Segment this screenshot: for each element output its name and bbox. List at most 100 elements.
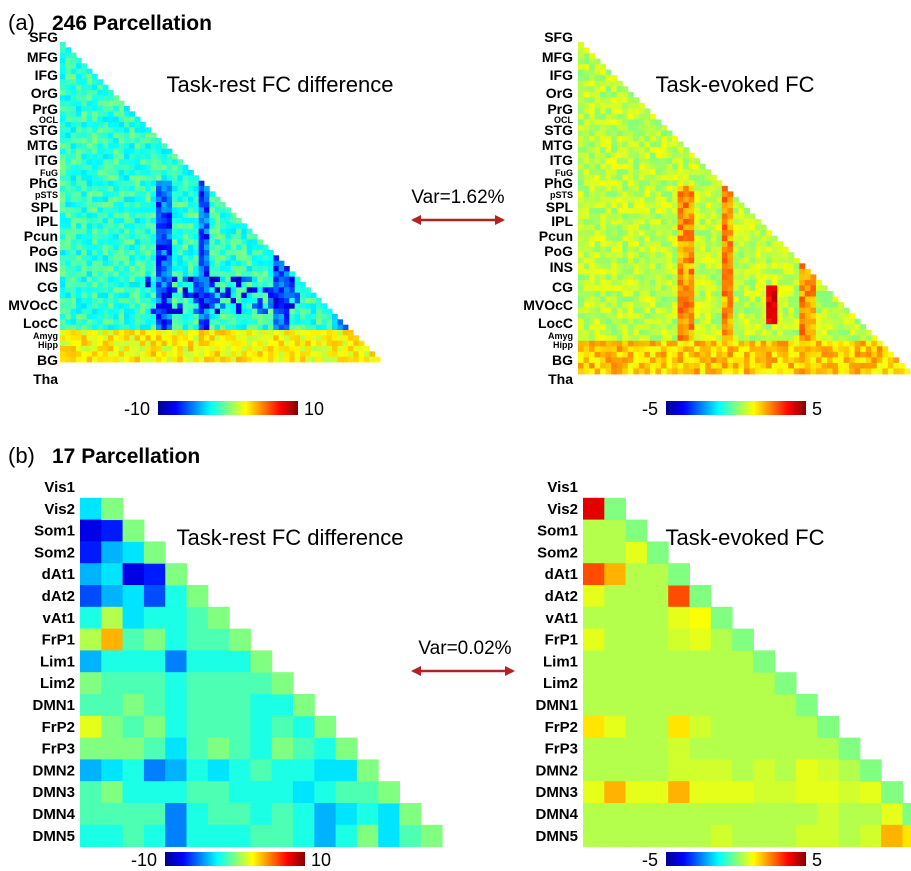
heatmap-cell (225, 351, 232, 358)
heatmap-cell (661, 158, 667, 165)
heatmap-cell (262, 340, 269, 347)
heatmap-cell (188, 180, 194, 187)
heatmap-cell (214, 207, 221, 214)
heatmap-cell (611, 86, 618, 93)
heatmap-cell (177, 228, 184, 235)
heatmap-cell (904, 368, 911, 375)
heatmap-cell (271, 759, 294, 782)
heatmap-cell (177, 260, 184, 267)
heatmap-cell (827, 362, 833, 369)
heatmap-cell (633, 235, 640, 242)
heatmap-cell (666, 318, 673, 325)
heatmap-cell (182, 202, 189, 208)
heatmap-cell (166, 335, 173, 342)
heatmap-cell (578, 324, 584, 331)
heatmap-cell (113, 180, 120, 187)
heatmap-cell (732, 279, 739, 286)
heatmap-cell (649, 125, 656, 131)
heatmap-cell (644, 318, 651, 325)
heatmap-cell (774, 824, 797, 848)
heatmap-cell (583, 563, 605, 586)
heatmap-cell (589, 202, 595, 209)
heatmap-cell (710, 302, 717, 308)
heatmap-cell (204, 351, 210, 358)
heatmap-cell (156, 138, 162, 144)
heatmap-cell (310, 319, 317, 326)
heatmap-cell (246, 255, 253, 262)
heatmap-cell (97, 271, 104, 278)
heatmap-cell (627, 174, 634, 181)
heatmap-cell-diagonal (271, 672, 294, 695)
heatmap-cell (655, 235, 662, 242)
heatmap-cell (145, 132, 152, 139)
heatmap-cell (738, 230, 745, 237)
heatmap-cell (589, 119, 595, 126)
heatmap-cell (638, 224, 645, 231)
heatmap-cell-diagonal (668, 563, 690, 586)
heatmap-cell (668, 781, 690, 804)
heatmap-cell (204, 319, 210, 326)
heatmap-cell (80, 519, 102, 542)
heatmap-cell (92, 255, 98, 262)
heatmap-cell (810, 274, 817, 281)
row-label: DMN4 (32, 806, 75, 823)
heatmap-cell (246, 234, 253, 240)
heatmap-cell (86, 212, 93, 219)
heatmap-cell (732, 291, 739, 297)
heatmap-cell (589, 213, 595, 220)
heatmap-cell (699, 357, 706, 364)
heatmap-cell (600, 97, 607, 104)
heatmap-cell (644, 362, 651, 369)
heatmap-cell (578, 329, 584, 336)
heatmap-cell-diagonal (378, 781, 400, 804)
heatmap-cell (616, 263, 623, 270)
heatmap-cell (134, 282, 141, 288)
heatmap-cell (793, 357, 800, 364)
heatmap-cell (76, 63, 82, 70)
heatmap-cell (113, 202, 120, 208)
heatmap-cell (721, 329, 728, 336)
heatmap-cell (289, 314, 296, 320)
heatmap-cell (150, 223, 157, 230)
heatmap-cell (225, 244, 232, 251)
heatmap-cell (649, 263, 656, 270)
heatmap-cell (583, 268, 590, 275)
heatmap-cell (710, 191, 717, 198)
heatmap-cell (589, 136, 595, 142)
heatmap-cell (246, 314, 253, 320)
heatmap-cell (644, 108, 651, 115)
heatmap-cell (777, 257, 784, 264)
heatmap-cell (771, 246, 778, 253)
heatmap-cell (677, 296, 684, 303)
heatmap-cell (683, 368, 690, 375)
heatmap-cell (134, 207, 141, 214)
heatmap-cell (70, 218, 77, 224)
heatmap-cell (777, 329, 784, 336)
heatmap-cell (86, 335, 93, 342)
heatmap-cell (815, 291, 822, 297)
heatmap-cell (113, 218, 120, 224)
heatmap-cell (374, 356, 381, 363)
heatmap-cell (600, 340, 607, 347)
heatmap-cell (97, 122, 104, 128)
heatmap-cell (777, 274, 784, 281)
heatmap-cell (688, 307, 695, 314)
heatmap-cell (755, 246, 761, 253)
heatmap-cell (86, 260, 93, 267)
heatmap-cell (644, 152, 651, 159)
heatmap-cell (60, 138, 66, 144)
heatmap-cell (278, 356, 285, 363)
heatmap-cell (760, 302, 767, 308)
heatmap-cell (145, 260, 152, 267)
heatmap-cell (182, 319, 189, 326)
heatmap-cell (666, 302, 673, 308)
heatmap-cell (605, 302, 612, 308)
row-label: OrG (546, 85, 573, 101)
heatmap-cell (97, 154, 104, 160)
heatmap-cell (60, 308, 66, 315)
heatmap-cell (646, 737, 669, 760)
heatmap-cell (578, 91, 584, 98)
heatmap-cell (241, 282, 248, 288)
heatmap-cell (605, 75, 612, 82)
heatmap-cell (605, 329, 612, 336)
